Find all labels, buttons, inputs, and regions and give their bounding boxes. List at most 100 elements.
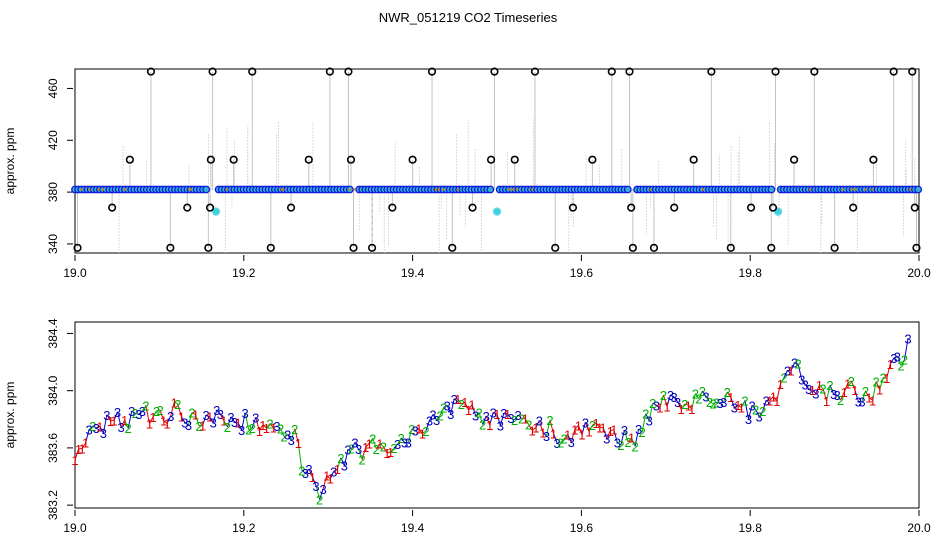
series-line xyxy=(429,414,434,421)
series-point: 1 xyxy=(146,417,153,432)
series-line xyxy=(92,425,97,429)
outlier-point xyxy=(346,155,356,164)
series-line xyxy=(212,409,218,423)
series-line xyxy=(719,401,724,404)
series-line xyxy=(418,428,423,434)
series-line xyxy=(340,457,345,466)
outlier-point xyxy=(248,67,257,76)
series-point: 3 xyxy=(341,459,348,474)
series-point: 3 xyxy=(802,377,809,392)
series-line xyxy=(776,383,781,401)
series-point: 1 xyxy=(564,427,571,442)
series-point: 1 xyxy=(468,397,475,412)
series-line xyxy=(223,420,228,428)
series-line xyxy=(464,401,469,410)
y-tick-label: 460 xyxy=(46,78,60,98)
series-line xyxy=(283,434,288,438)
series-point: 3 xyxy=(717,396,724,411)
series-line xyxy=(638,428,643,433)
plot-frame xyxy=(74,321,920,509)
series-point: 2 xyxy=(795,357,802,372)
series-point: 1 xyxy=(71,453,78,468)
series-line xyxy=(538,420,544,433)
series-line xyxy=(617,442,622,446)
series-point: 3 xyxy=(284,428,291,443)
outlier-point xyxy=(183,203,192,212)
series-point: 3 xyxy=(100,426,107,441)
series-line xyxy=(234,421,239,424)
series-point: 1 xyxy=(75,442,82,457)
series-point: 2 xyxy=(458,397,465,412)
series-point: 3 xyxy=(412,424,419,439)
outlier-point xyxy=(810,67,819,76)
x-tick-label: 19.0 xyxy=(63,521,87,535)
series-line xyxy=(135,412,139,415)
series-point: 2 xyxy=(398,431,405,446)
series-point: 1 xyxy=(263,421,270,436)
series-point: 2 xyxy=(132,406,139,421)
baseline-dot xyxy=(841,188,845,191)
series-point: 1 xyxy=(550,427,557,442)
series-line xyxy=(740,400,746,408)
series-point: 2 xyxy=(224,420,231,435)
series-line xyxy=(120,419,126,428)
series-point: 1 xyxy=(504,407,511,422)
series-line xyxy=(762,400,767,412)
series-line xyxy=(361,447,367,460)
series-point: 2 xyxy=(89,419,96,434)
series-line xyxy=(315,485,321,500)
y-tick-label: 420 xyxy=(46,130,60,150)
series-line xyxy=(840,391,845,401)
baseline-dot xyxy=(88,188,91,191)
series-line xyxy=(627,437,632,443)
series-line xyxy=(553,433,558,444)
baseline-dot xyxy=(701,188,705,191)
series-line xyxy=(436,415,441,421)
series-point: 2 xyxy=(380,440,387,455)
series-point: 1 xyxy=(387,445,394,460)
series-line xyxy=(560,438,565,443)
outlier-point xyxy=(304,155,313,164)
baseline-dot xyxy=(511,188,514,191)
series-line xyxy=(634,428,640,447)
baseline-dot xyxy=(123,188,126,191)
series-point: 3 xyxy=(670,390,677,405)
series-point: 3 xyxy=(646,414,653,429)
series-line xyxy=(691,393,696,410)
series-line xyxy=(439,407,445,416)
series-point: 2 xyxy=(245,423,252,438)
baseline-dot xyxy=(516,188,519,191)
series-line xyxy=(329,471,335,479)
series-line xyxy=(244,412,250,430)
series-point: 2 xyxy=(195,419,202,434)
baseline-point xyxy=(623,185,632,194)
x-tick-label: 20.0 xyxy=(907,521,931,535)
series-point: 2 xyxy=(142,398,149,413)
outlier-point xyxy=(530,67,540,76)
series-point: 3 xyxy=(351,436,358,451)
series-line xyxy=(163,420,168,424)
outlier-point xyxy=(830,243,839,252)
series-point: 3 xyxy=(490,405,497,420)
outlier-point xyxy=(568,203,578,212)
series-point: 3 xyxy=(305,462,312,477)
series-line xyxy=(450,398,455,414)
series-line xyxy=(581,422,586,435)
series-point: 2 xyxy=(724,385,731,400)
series-point: 2 xyxy=(557,436,564,451)
y-tick-label: 384.4 xyxy=(46,318,60,348)
series-line xyxy=(662,394,668,407)
series-point: 1 xyxy=(887,357,894,372)
series-point: 1 xyxy=(628,431,635,446)
series-point: 1 xyxy=(532,420,539,435)
baseline-dot xyxy=(456,188,459,191)
series-line xyxy=(684,403,689,406)
series-point: 2 xyxy=(649,396,656,411)
series-point: 3 xyxy=(167,409,174,424)
series-line xyxy=(545,419,551,436)
series-point: 1 xyxy=(844,376,851,391)
baseline-dot xyxy=(101,188,105,191)
outlier-point xyxy=(767,243,776,252)
series-point: 1 xyxy=(149,410,156,425)
outlier-point xyxy=(208,67,217,76)
